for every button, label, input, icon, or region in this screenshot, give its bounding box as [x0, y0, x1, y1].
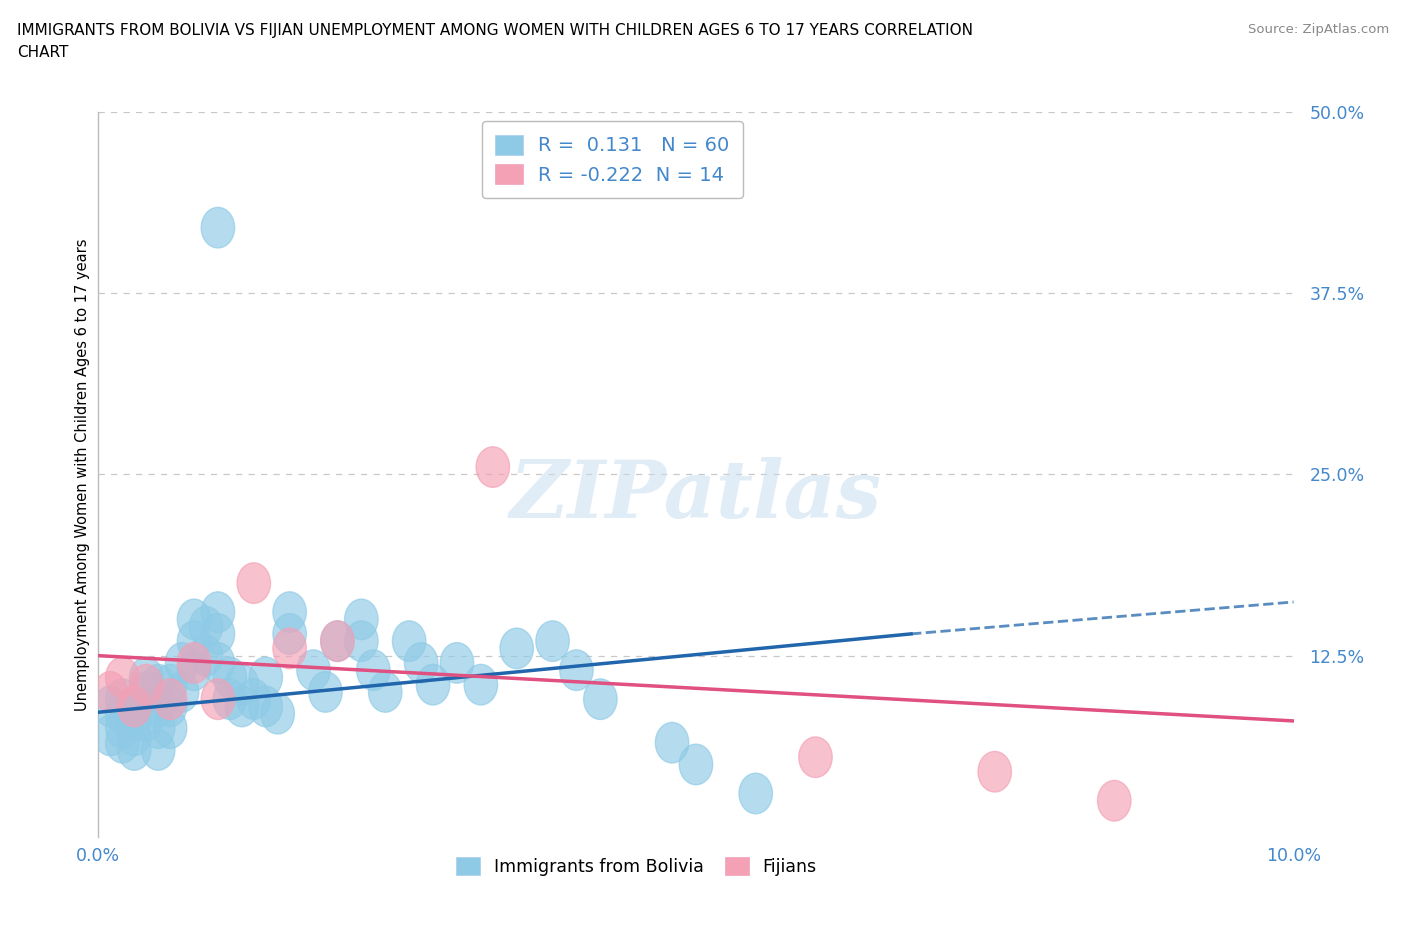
Text: CHART: CHART	[17, 45, 69, 60]
Text: IMMIGRANTS FROM BOLIVIA VS FIJIAN UNEMPLOYMENT AMONG WOMEN WITH CHILDREN AGES 6 : IMMIGRANTS FROM BOLIVIA VS FIJIAN UNEMPL…	[17, 23, 973, 38]
Legend: Immigrants from Bolivia, Fijians: Immigrants from Bolivia, Fijians	[449, 850, 824, 883]
Y-axis label: Unemployment Among Women with Children Ages 6 to 17 years: Unemployment Among Women with Children A…	[75, 238, 90, 711]
Text: Source: ZipAtlas.com: Source: ZipAtlas.com	[1249, 23, 1389, 36]
Text: ZIPatlas: ZIPatlas	[510, 458, 882, 535]
